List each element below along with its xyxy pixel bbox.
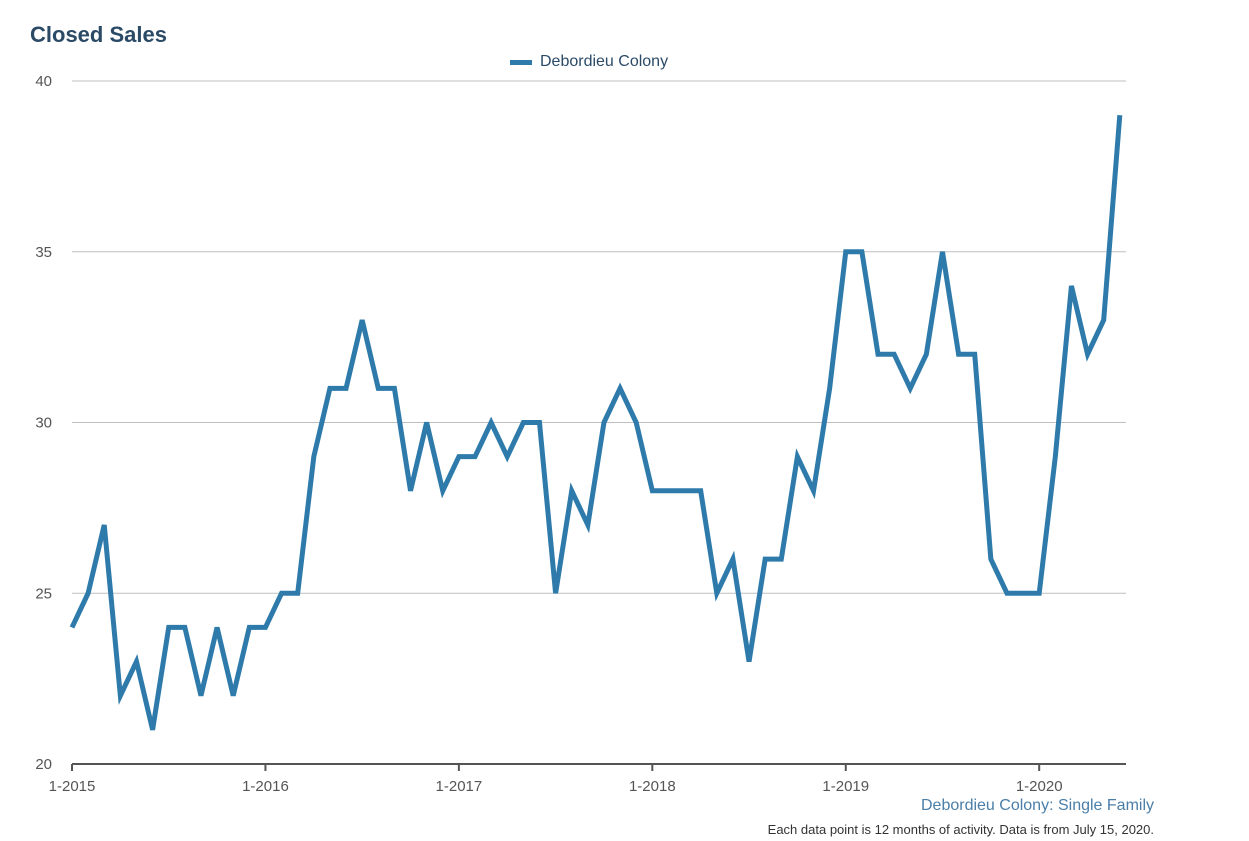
data-point — [698, 488, 703, 493]
legend-swatch — [510, 59, 532, 65]
data-point — [150, 727, 155, 732]
data-point — [198, 693, 203, 698]
data-point — [1021, 591, 1026, 596]
data-point — [1117, 113, 1122, 118]
data-point — [843, 249, 848, 254]
data-point — [247, 625, 252, 630]
x-tick-label: 1-2020 — [1016, 778, 1063, 795]
data-point — [553, 591, 558, 596]
data-point — [279, 591, 284, 596]
data-point — [634, 420, 639, 425]
data-point — [215, 625, 220, 630]
data-point — [392, 386, 397, 391]
data-point — [1085, 352, 1090, 357]
data-point — [521, 420, 526, 425]
data-point — [505, 454, 510, 459]
data-point — [327, 386, 332, 391]
source-label: Debordieu Colony: Single Family — [921, 797, 1154, 814]
data-point — [908, 386, 913, 391]
data-point — [537, 420, 542, 425]
x-tick-label: 1-2016 — [242, 778, 289, 795]
y-axis: 20 25 30 35 40 — [35, 73, 52, 773]
data-point — [295, 591, 300, 596]
data-point — [682, 488, 687, 493]
data-point — [489, 420, 494, 425]
data-point — [795, 454, 800, 459]
y-tick-label: 25 — [35, 585, 52, 602]
data-point — [473, 454, 478, 459]
data-point — [118, 693, 123, 698]
data-point — [924, 352, 929, 357]
data-point — [360, 318, 365, 323]
data-point — [311, 454, 316, 459]
data-point — [714, 591, 719, 596]
data-point — [440, 488, 445, 493]
data-point — [972, 352, 977, 357]
x-tick-label: 1-2015 — [49, 778, 96, 795]
x-tick-label: 1-2018 — [629, 778, 676, 795]
data-point — [344, 386, 349, 391]
data-point — [1004, 591, 1009, 596]
data-point — [730, 557, 735, 562]
data-point — [892, 352, 897, 357]
data-point — [779, 557, 784, 562]
data-point — [408, 488, 413, 493]
series-layer — [69, 113, 1123, 732]
data-point — [182, 625, 187, 630]
data-point — [618, 386, 623, 391]
data-point — [166, 625, 171, 630]
data-point — [940, 249, 945, 254]
data-point — [747, 659, 752, 664]
data-point — [1101, 318, 1106, 323]
data-point — [569, 488, 574, 493]
data-point — [102, 522, 107, 527]
data-point — [601, 420, 606, 425]
data-point — [811, 488, 816, 493]
data-point — [1053, 454, 1058, 459]
data-point — [70, 625, 75, 630]
x-tick-label: 1-2019 — [822, 778, 869, 795]
data-point — [376, 386, 381, 391]
data-point — [666, 488, 671, 493]
data-point — [859, 249, 864, 254]
data-point — [876, 352, 881, 357]
x-tick-label: 1-2017 — [436, 778, 483, 795]
grid-lines — [72, 80, 1126, 594]
y-tick-label: 35 — [35, 244, 52, 261]
data-point — [86, 591, 91, 596]
y-tick-label: 20 — [35, 756, 52, 773]
data-point — [1037, 591, 1042, 596]
data-point — [988, 557, 993, 562]
data-point — [456, 454, 461, 459]
data-point — [263, 625, 268, 630]
data-point — [134, 659, 139, 664]
y-tick-label: 30 — [35, 415, 52, 432]
data-point — [585, 522, 590, 527]
series-line-0 — [69, 114, 1123, 731]
data-point — [231, 693, 236, 698]
chart-title: Closed Sales — [30, 22, 167, 47]
data-point — [650, 488, 655, 493]
data-note: Each data point is 12 months of activity… — [767, 822, 1154, 837]
data-point — [956, 352, 961, 357]
y-tick-label: 40 — [35, 73, 52, 90]
legend-label: Debordieu Colony — [540, 53, 669, 70]
data-point — [827, 386, 832, 391]
x-axis: 1-2015 1-2016 1-2017 1-2018 1-2019 1-2020 — [49, 763, 1126, 795]
data-point — [1069, 283, 1074, 288]
chart-legend: Debordieu Colony — [510, 53, 668, 71]
data-point — [763, 557, 768, 562]
data-point — [424, 420, 429, 425]
